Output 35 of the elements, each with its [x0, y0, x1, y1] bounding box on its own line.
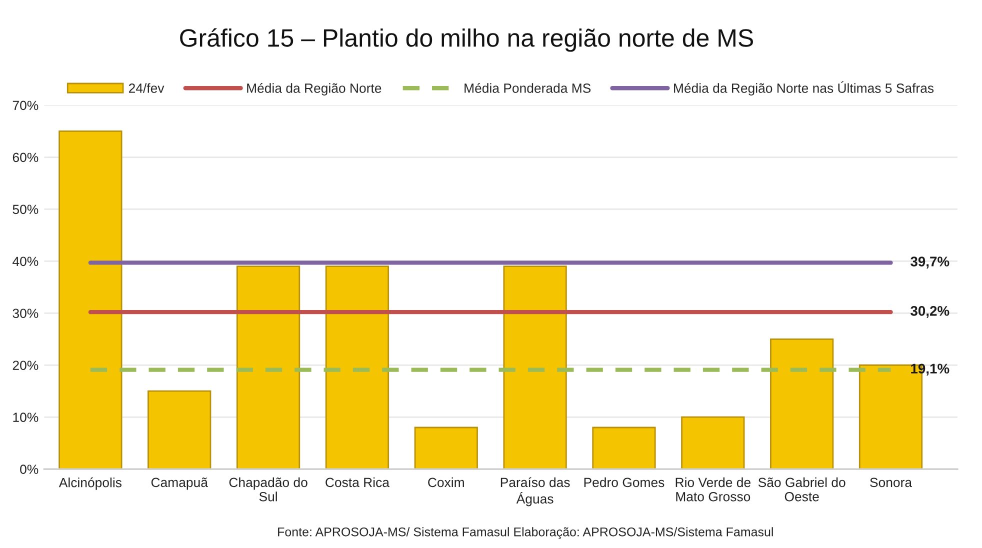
- bar: [770, 338, 834, 470]
- data-label: 39,7%: [910, 256, 950, 268]
- x-tick-label: São Gabriel do Oeste: [758, 477, 846, 502]
- bar: [681, 416, 745, 470]
- x-tick-label: Rio Verde de Mato Grosso: [676, 477, 750, 502]
- x-tick-label: Camapuã: [151, 478, 208, 490]
- y-tick-label: 0%: [20, 464, 38, 474]
- bar: [325, 266, 390, 470]
- legend-label: 24/fev: [128, 83, 164, 93]
- x-tick-label: Paraíso das Águas: [500, 477, 570, 506]
- bar: [236, 266, 300, 470]
- source-note: Fonte: APROSOJA-MS/ Sistema Famasul Elaboração: APROSOJA-MS/Sistema Famasul: [278, 527, 773, 539]
- y-tick-label: 40%: [12, 256, 38, 266]
- data-label: 30,2%: [910, 306, 950, 318]
- y-tick-label: 20%: [12, 360, 38, 370]
- legend-label: Média Ponderada MS: [464, 83, 591, 93]
- x-tick-label: Sonora: [870, 478, 912, 488]
- bar: [592, 426, 656, 470]
- x-tick-label: Costa Rica: [326, 477, 390, 488]
- bar: [503, 266, 567, 470]
- bar: [148, 390, 212, 470]
- legend-label: Média da Região Norte: [247, 83, 382, 96]
- bar: [414, 426, 478, 470]
- x-tick-label: Pedro Gomes: [584, 477, 664, 488]
- chart-title: Gráfico 15 – Plantio do milho na região norte de MS: [180, 28, 753, 52]
- x-tick-label: Alcinópolis: [58, 477, 122, 490]
- x-tick-label: Coxim: [428, 477, 464, 488]
- y-tick-label: 10%: [13, 412, 38, 422]
- legend-label: Média da Região Norte nas Últimas 5 Safras: [674, 81, 934, 96]
- y-tick-label: 30%: [12, 308, 38, 318]
- x-tick-label: Chapadão do Sul: [229, 477, 308, 502]
- bar: [58, 130, 122, 470]
- y-tick-label: 50%: [12, 204, 38, 214]
- y-tick-label: 60%: [12, 152, 38, 162]
- y-tick-label: 70%: [12, 100, 38, 110]
